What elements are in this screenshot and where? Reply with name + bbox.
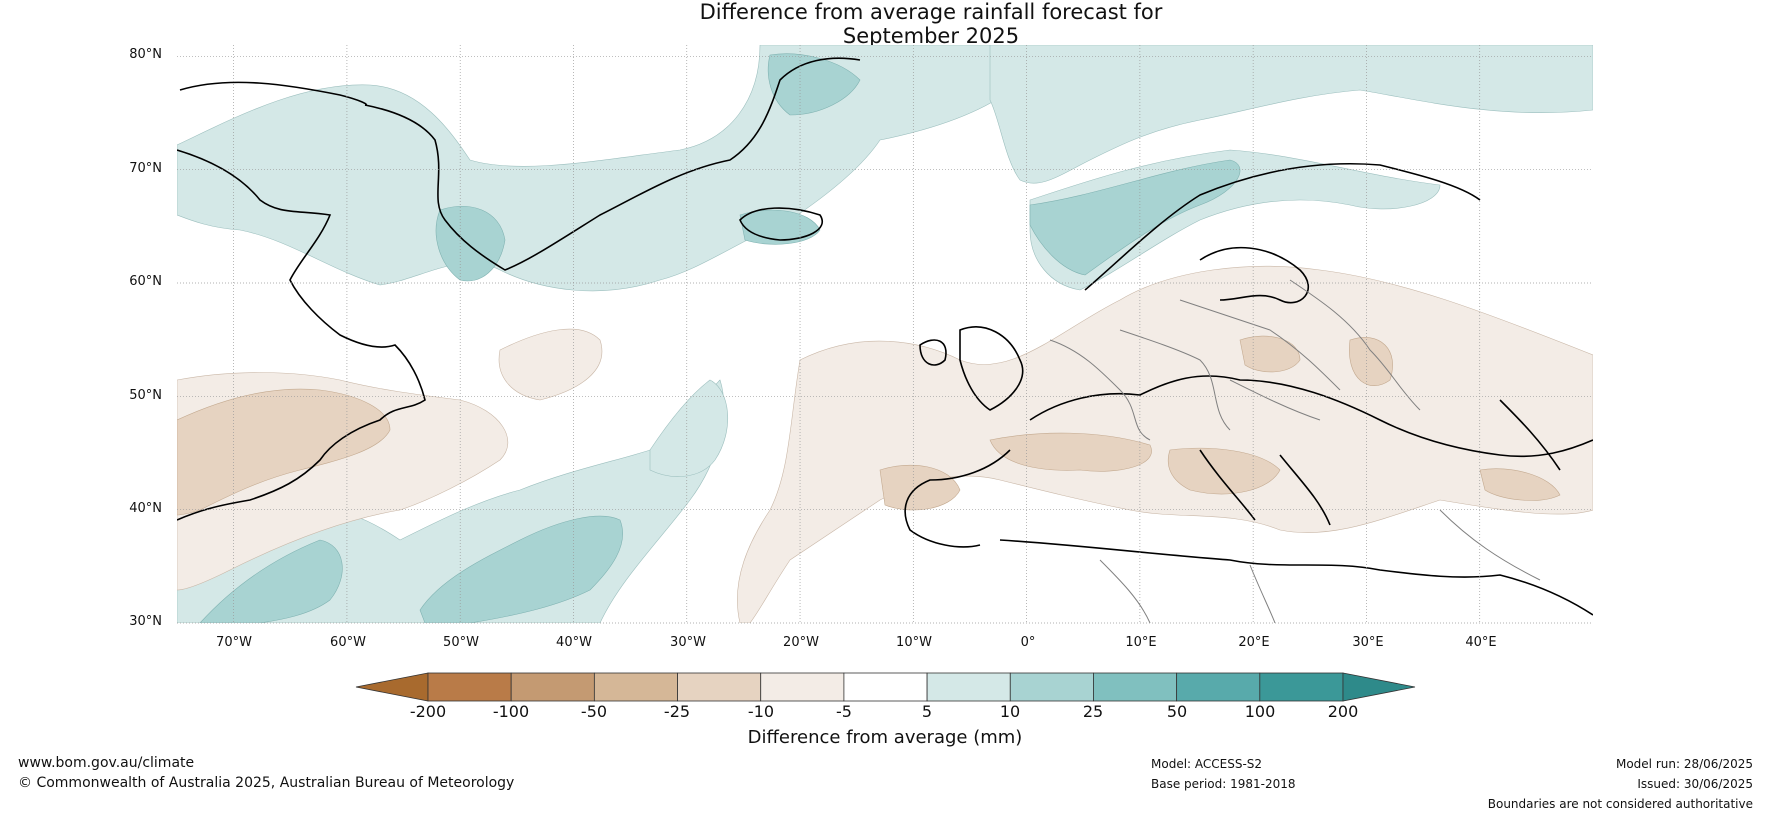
coastlines [177, 57, 1593, 616]
model-text: Model: ACCESS-S2 [1151, 757, 1263, 771]
anomaly-region-northeast-us-atlantic-canada [177, 388, 391, 516]
lon-label-40e: 40°E [1465, 635, 1497, 650]
lon-label-10w: 10°W [896, 635, 932, 650]
anomaly-region-ukraine [1349, 337, 1393, 386]
colorbar-segment [1093, 672, 1178, 702]
model-run-text: Model run: 28/06/2025 [1615, 757, 1753, 771]
colorbar-segment [1176, 672, 1261, 702]
lat-label-70n: 70°N [129, 161, 162, 176]
lon-label-30e: 30°E [1352, 635, 1384, 650]
colorbar-segment [843, 672, 928, 702]
anomaly-region-mid-atlantic [498, 328, 603, 401]
lat-label-30n: 30°N [129, 614, 162, 629]
anomaly-region-greenland-labrador [177, 45, 1061, 292]
colorbar-tick: -10 [747, 702, 775, 721]
copyright-text: © Commonwealth of Australia 2025, Austra… [18, 775, 515, 791]
anomaly-region-east-greenland [767, 53, 861, 116]
graticule [177, 45, 1593, 624]
colorbar-tick: -5 [836, 702, 852, 721]
colorbar-extend-low [355, 672, 429, 702]
colorbar-tick: 5 [921, 702, 933, 721]
anomaly-region-black-sea [1479, 468, 1561, 501]
anomaly-region-iberia [879, 464, 961, 511]
anomaly-region-subtropical-atlantic-core [419, 515, 623, 623]
lon-label-20w: 20°W [783, 635, 819, 650]
lon-label-60w: 60°W [330, 635, 366, 650]
colorbar-tick: -200 [409, 702, 447, 721]
colorbar-tick: 50 [1166, 702, 1188, 721]
anomaly-region-balkans [1167, 447, 1281, 495]
anomaly-region-norway-coast [1029, 159, 1241, 276]
colorbar-tick: 10 [999, 702, 1021, 721]
lon-label-70w: 70°W [216, 635, 252, 650]
colorbar-segment [677, 672, 762, 702]
colorbar-tick: -50 [580, 702, 608, 721]
colorbar-extend-high [1342, 672, 1416, 702]
lon-label-20e: 20°E [1238, 635, 1270, 650]
lat-label-50n: 50°N [129, 388, 162, 403]
colorbar-segment [1009, 672, 1094, 702]
issued-text: Issued: 30/06/2025 [1637, 777, 1753, 791]
anomaly-shading [177, 45, 1593, 623]
anomaly-region-arctic-ocean [989, 45, 1593, 184]
lat-label-60n: 60°N [129, 274, 162, 289]
colorbar-segment [926, 672, 1011, 702]
colorbar-segment [510, 672, 595, 702]
lat-label-80n: 80°N [129, 47, 162, 62]
lon-label-0: 0° [1020, 635, 1036, 650]
anomaly-region-west-subtropical [199, 539, 343, 623]
lon-label-30w: 30°W [670, 635, 706, 650]
map-title: Difference from average rainfall forecas… [0, 0, 1770, 48]
anomaly-region-west-atlantic-lobe [649, 379, 728, 477]
lon-label-10e: 10°E [1125, 635, 1157, 650]
anomaly-region-southern-greenland [435, 206, 506, 282]
colorbar-tick: -100 [492, 702, 530, 721]
colorbar-segment [593, 672, 678, 702]
title-line-1: Difference from average rainfall forecas… [699, 0, 1163, 24]
disclaimer-text: Boundaries are not considered authoritat… [1487, 797, 1753, 811]
website-text: www.bom.gov.au/climate [18, 755, 195, 771]
colorbar-segment [427, 672, 512, 702]
colorbar-tick: 100 [1244, 702, 1276, 721]
lon-label-40w: 40°W [556, 635, 592, 650]
colorbar-segment [760, 672, 845, 702]
colorbar-label: Difference from average (mm) [747, 727, 1023, 748]
anomaly-region-poland [1239, 335, 1301, 373]
base-period-text: Base period: 1981-2018 [1151, 777, 1296, 791]
colorbar-tick: 25 [1082, 702, 1104, 721]
lat-label-40n: 40°N [129, 501, 162, 516]
country-borders [1049, 279, 1541, 623]
colorbar-tick: -25 [663, 702, 691, 721]
colorbar-segment [1259, 672, 1344, 702]
colorbar-segments [355, 672, 1416, 702]
colorbar-tick: 200 [1327, 702, 1359, 721]
title-line-2: September 2025 [842, 24, 1020, 48]
lon-label-50w: 50°W [443, 635, 479, 650]
